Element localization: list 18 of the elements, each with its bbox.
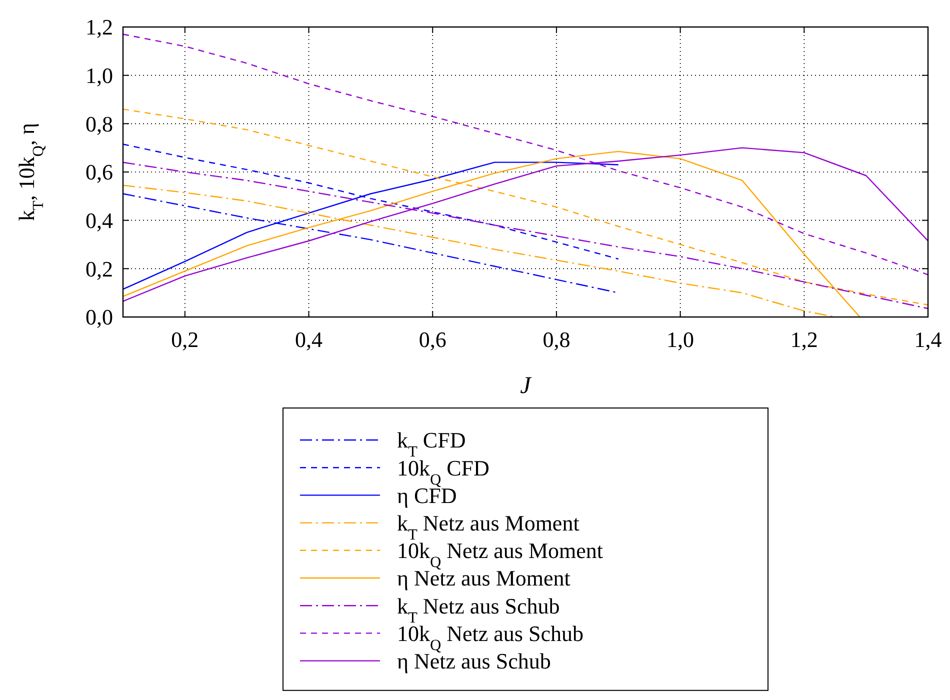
y-tick-label: 0,2	[86, 256, 113, 282]
x-tick-label: 0,8	[542, 327, 570, 352]
x-tick-label: 1,0	[666, 327, 694, 352]
legend-label: k$_{T}$ Netz aus Schub	[397, 593, 560, 626]
y-tick-label: 0,6	[86, 160, 113, 185]
x-tick-label: 0,6	[418, 327, 446, 352]
x-tick-label: 1,4	[914, 327, 942, 352]
x-tick-label: 0,4	[295, 327, 323, 352]
y-tick-label: 0,4	[86, 208, 113, 234]
y-tick-label: 0,0	[86, 304, 113, 330]
legend-label: k$_{T}$ Netz aus Moment	[397, 510, 580, 543]
y-tick-label: 1,2	[86, 14, 113, 40]
x-tick-label: 1,2	[790, 327, 818, 352]
y-tick-label: 0,8	[86, 111, 113, 136]
y-tick-label: 1,0	[86, 63, 113, 88]
x-tick-label: 0,2	[171, 327, 199, 352]
x-axis-title: J	[520, 373, 532, 399]
legend-label: k$_{T}$ CFD	[397, 428, 466, 460]
